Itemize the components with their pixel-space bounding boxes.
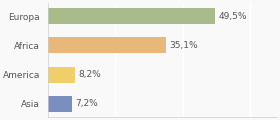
Bar xyxy=(48,8,215,24)
Bar xyxy=(48,96,72,112)
Text: 7,2%: 7,2% xyxy=(75,99,98,108)
Bar xyxy=(48,67,75,83)
Text: 35,1%: 35,1% xyxy=(170,41,198,50)
Text: 49,5%: 49,5% xyxy=(218,12,247,21)
Text: 8,2%: 8,2% xyxy=(79,70,102,79)
Bar xyxy=(48,37,166,53)
